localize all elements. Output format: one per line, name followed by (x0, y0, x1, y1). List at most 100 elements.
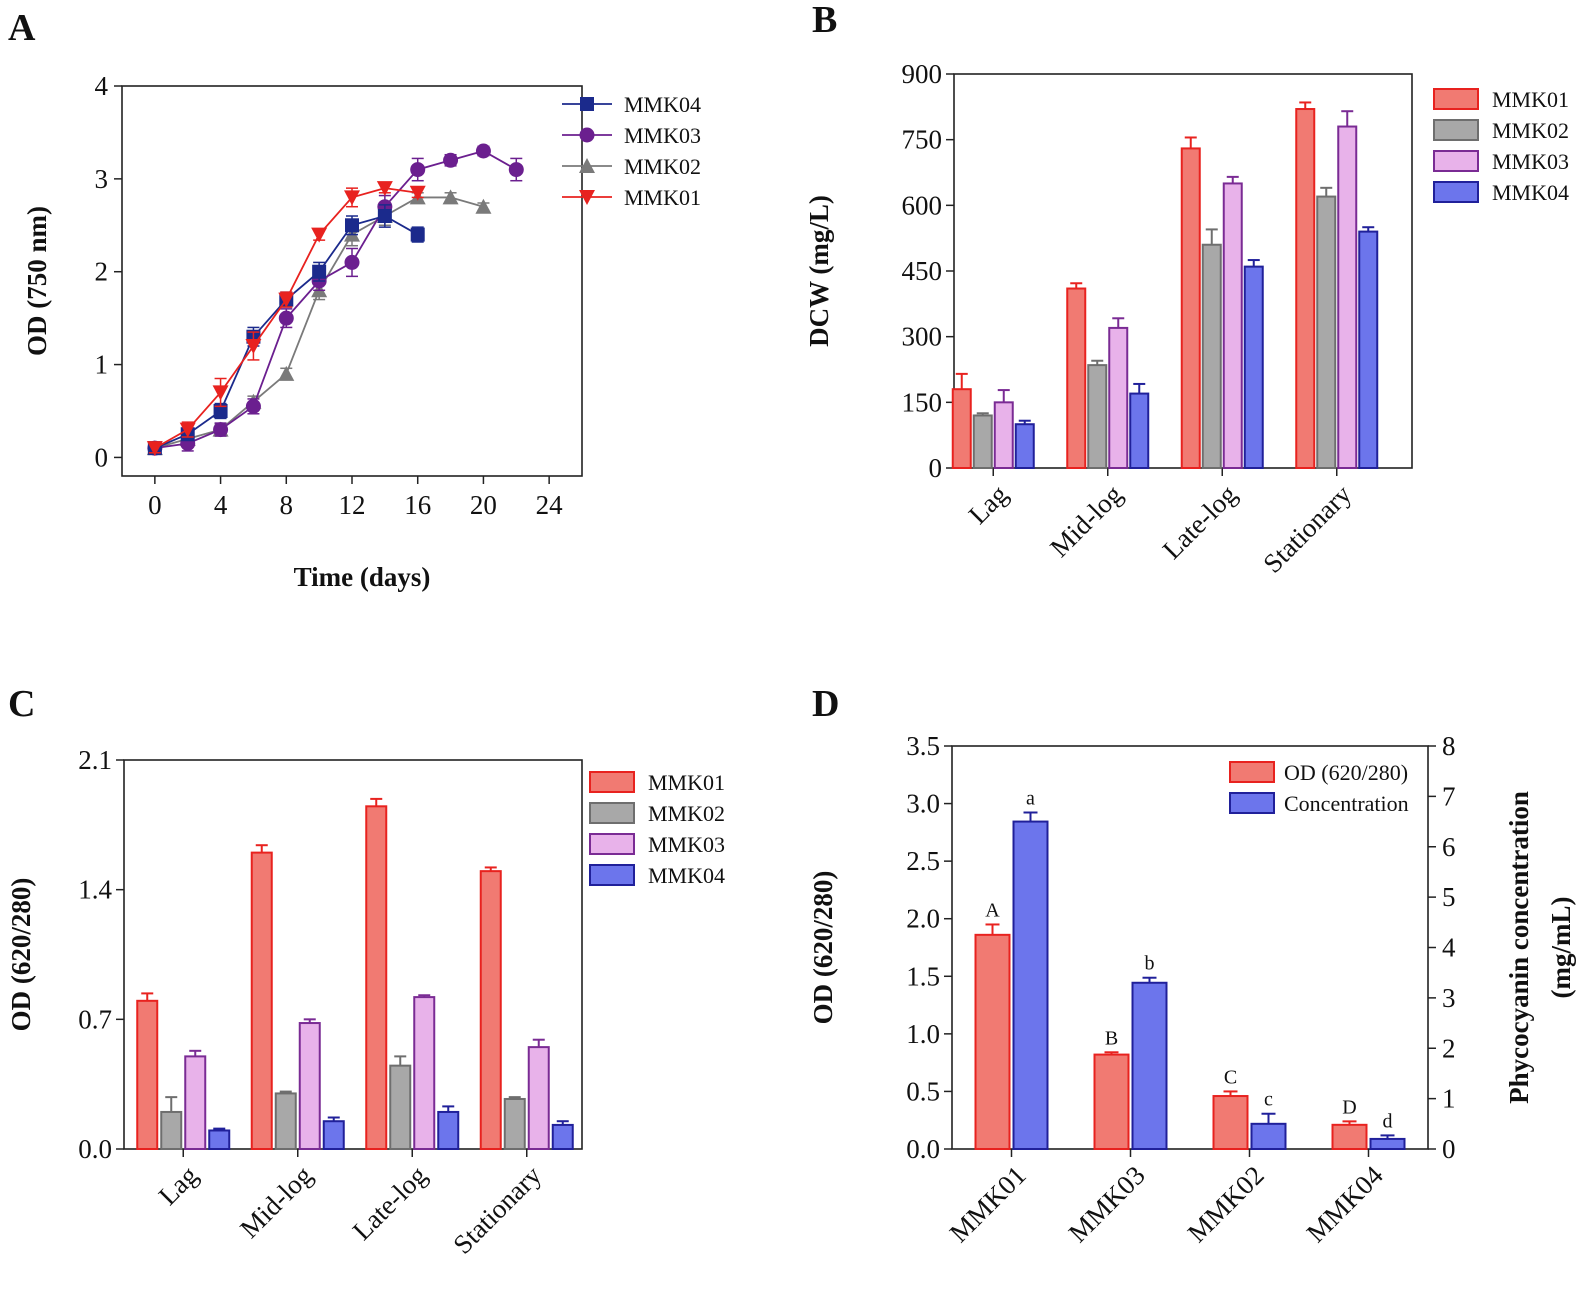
panel-d-y2tick-label: 0 (1442, 1134, 1456, 1164)
panel-d-category-label: MMK02 (1182, 1160, 1270, 1248)
panel-d-ytick-label: 2.0 (906, 904, 940, 934)
panel-b-legend-swatch-mmk01 (1433, 88, 1479, 110)
panel-label-b: B (812, 0, 837, 41)
panel-a-legend-marker-mmk03 (579, 127, 595, 143)
panel-c-bar-mmk04 (437, 1110, 460, 1151)
panel-a-series-mmk03 (147, 143, 524, 456)
panel-d-y-axis-title: OD (620/280) (808, 871, 838, 1025)
panel-a-x-axis-title: Time (days) (294, 562, 431, 592)
panel-d-chart: 0.0 0.5 1.0 1.5 2.0 2.5 3.0 3.5 0 1 2 3 4 5 6 7 8 OD (620… (808, 731, 1576, 1248)
panel-d-y2-axis-title-line2: (mg/mL) (1546, 897, 1576, 999)
panel-b-category-label: Lag (963, 479, 1014, 530)
panel-c-ytick-label: 2.1 (78, 745, 112, 775)
panel-d-category-label: MMK04 (1301, 1160, 1389, 1248)
panel-c-ytick-label: 0.0 (78, 1134, 112, 1164)
panel-d-ytick-label: 3.5 (906, 731, 940, 761)
panel-a-series-mmk04 (147, 204, 425, 456)
panel-d-y2tick-label: 7 (1442, 781, 1456, 811)
panel-d-significance-letter: A (985, 899, 1000, 921)
panel-a-point-mmk01 (376, 181, 393, 197)
panel-a-point-mmk03 (213, 422, 229, 438)
panel-d-significance-letter: c (1264, 1089, 1273, 1111)
panel-a-point-mmk03 (508, 162, 524, 178)
panel-b-ytick-label: 300 (902, 322, 943, 352)
panel-b-ytick-label: 750 (902, 125, 943, 155)
panel-b-category-label: Late-log (1157, 479, 1243, 565)
panel-b-bar-mmk04 (1243, 265, 1264, 469)
panel-c-bar-mmk03 (413, 996, 436, 1150)
panel-a-point-mmk01 (245, 339, 262, 354)
panel-c-bar-mmk02 (274, 1092, 297, 1151)
panel-b-y-axis-title: DCW (mg/L) (804, 195, 834, 347)
panel-c-legend: MMK01 MMK02 MMK03 MMK04 (589, 770, 725, 888)
panel-c-bar-mmk01 (365, 805, 388, 1150)
panel-c-bar-mmk03 (184, 1055, 207, 1151)
panel-d-ytick-label: 1.5 (906, 961, 940, 991)
panel-b-bar-mmk01 (951, 388, 972, 470)
panel-b-bar-mmk04 (1358, 230, 1379, 469)
panel-c-bar-mmk04 (551, 1123, 574, 1151)
panel-b-bar-mmk01 (1180, 147, 1201, 470)
panel-a-point-mmk01 (409, 185, 426, 201)
panel-a-point-mmk03 (245, 398, 261, 414)
panel-c-legend-label: MMK01 (648, 770, 725, 795)
panel-a-ytick-label: 0 (95, 442, 109, 472)
panel-c-bar-mmk02 (389, 1064, 412, 1150)
panel-a-plot-frame (121, 85, 583, 477)
panel-b-legend-label: MMK04 (1492, 180, 1569, 205)
panel-d-bar-concentration (1012, 820, 1049, 1150)
panel-label-a: A (8, 7, 36, 49)
panel-c-legend-swatch-mmk01 (589, 771, 635, 793)
panel-d-category-label: MMK03 (1063, 1160, 1151, 1248)
panel-b-bar-mmk01 (1066, 287, 1087, 469)
panel-b-ytick-label: 0 (929, 453, 943, 483)
panel-d-y2tick-label: 5 (1442, 882, 1456, 912)
panel-b-legend-swatch-mmk04 (1433, 181, 1479, 203)
panel-b-bar-mmk02 (1087, 364, 1108, 469)
panel-b-bar-mmk03 (1337, 125, 1358, 470)
panel-label-c-text: C (8, 683, 35, 725)
panel-b-ytick-label: 150 (902, 387, 943, 417)
panel-a-point-mmk04 (410, 227, 425, 242)
panel-a-xtick-label: 16 (404, 490, 431, 520)
panel-c-bar-mmk02 (503, 1097, 526, 1151)
panel-c-legend-label: MMK02 (648, 801, 725, 826)
panel-a-ytick-label: 4 (95, 71, 109, 101)
panel-c-ytick-label: 0.7 (78, 1004, 112, 1034)
panel-a-point-mmk01 (278, 292, 295, 308)
panel-d-y2-axis-title-line1: Phycocyanin concentration (1504, 791, 1534, 1104)
panel-d-y2tick-label: 3 (1442, 983, 1456, 1013)
panel-a-legend-marker-mmk01 (579, 190, 595, 205)
panel-c-bar-mmk03 (527, 1046, 550, 1150)
panel-c-bar-mmk04 (208, 1129, 231, 1151)
panel-d-category-label: MMK01 (944, 1160, 1032, 1248)
panel-c-category-label: Lag (153, 1160, 204, 1211)
panel-a-point-mmk03 (344, 254, 360, 270)
panel-label-d-text: D (812, 683, 839, 725)
panel-c-chart: 0.0 0.7 1.4 2.1 OD (620/280) Lag Mid-log Late-l… (6, 745, 725, 1260)
panel-c-bar-mmk01 (479, 870, 502, 1151)
panel-label-c: C (8, 683, 35, 725)
panel-d-y2tick-label: 1 (1442, 1084, 1456, 1114)
panel-b-bar-mmk03 (993, 401, 1014, 470)
panel-c-legend-swatch-mmk02 (589, 802, 635, 824)
panel-a-point-mmk04 (345, 218, 359, 233)
panel-c-category-label: Stationary (447, 1160, 547, 1260)
panel-c-plot-frame (123, 759, 583, 1150)
panel-b-ytick-label: 450 (902, 256, 943, 286)
panel-b-ytick-label: 600 (902, 190, 943, 220)
panel-d-bar-od (1331, 1123, 1368, 1150)
panel-d-legend: OD (620/280) Concentration (1229, 760, 1409, 816)
panel-a-legend-label: MMK04 (624, 92, 701, 117)
panel-a-point-mmk03 (443, 152, 459, 168)
panel-a-line-mmk04 (154, 215, 419, 449)
panel-b-bar-mmk03 (1108, 326, 1129, 469)
panel-c-legend-label: MMK03 (648, 832, 725, 857)
panel-c-bar-mmk02 (160, 1110, 183, 1151)
panel-a-ytick-label: 1 (95, 350, 109, 380)
panel-d-significance-letter: a (1026, 787, 1035, 809)
panel-a-y-axis-title: OD (750 nm) (22, 206, 52, 356)
panel-d-bar-od (974, 933, 1011, 1150)
panel-a-point-mmk02 (442, 189, 459, 205)
panel-b-ytick-label: 900 (902, 59, 943, 89)
